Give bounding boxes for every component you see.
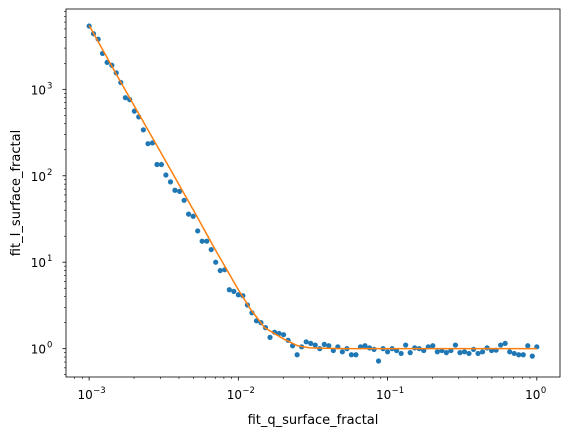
data-point xyxy=(475,350,481,357)
x-tick-label: 10 xyxy=(227,388,242,402)
data-point xyxy=(502,340,508,347)
data-point xyxy=(231,288,237,294)
data-point xyxy=(430,343,436,349)
y-tick-label: 10 xyxy=(31,83,46,97)
data-point xyxy=(163,172,169,178)
x-axis-label: fit_q_surface_fractal xyxy=(248,413,379,428)
data-point xyxy=(398,350,404,357)
data-point xyxy=(498,342,504,348)
plot-area xyxy=(86,23,540,364)
data-point xyxy=(443,350,449,356)
data-point xyxy=(303,339,309,345)
data-point xyxy=(172,187,178,193)
data-point xyxy=(461,349,468,355)
data-point xyxy=(154,161,160,168)
x-tick-label: 10 xyxy=(376,388,391,402)
data-point xyxy=(452,342,459,348)
data-point xyxy=(516,352,522,358)
data-point xyxy=(213,259,219,265)
data-point xyxy=(181,197,187,203)
data-point xyxy=(353,352,359,358)
data-point xyxy=(145,141,151,147)
data-point xyxy=(384,349,391,355)
x-axis: 10 −3 10 −2 10 −1 10 0 xyxy=(74,377,546,402)
data-point xyxy=(520,352,526,358)
data-point xyxy=(407,350,413,356)
data-point xyxy=(204,238,210,244)
y-tick-exponent: 1 xyxy=(47,254,52,264)
data-point xyxy=(190,213,196,219)
data-point xyxy=(199,238,205,244)
data-point xyxy=(529,353,535,359)
data-point xyxy=(457,350,463,356)
data-point xyxy=(308,340,314,347)
data-point xyxy=(348,352,354,358)
x-tick-exponent: 0 xyxy=(541,386,546,396)
fit-line xyxy=(88,24,537,350)
y-tick-label: 10 xyxy=(31,170,46,184)
x-tick-label: 10 xyxy=(525,388,540,402)
data-point xyxy=(330,347,336,354)
x-tick-exponent: −1 xyxy=(392,386,405,396)
data-point xyxy=(267,334,273,340)
y-tick-exponent: 2 xyxy=(47,168,52,178)
data-point xyxy=(479,349,486,355)
y-tick-exponent: 3 xyxy=(47,81,52,91)
data-point xyxy=(403,342,409,348)
y-tick-exponent: 0 xyxy=(47,341,52,351)
data-point xyxy=(434,349,440,355)
data-point xyxy=(321,341,327,347)
data-point xyxy=(375,358,382,364)
data-point xyxy=(280,332,287,338)
data-point xyxy=(158,161,164,168)
data-point xyxy=(525,343,531,349)
data-point xyxy=(140,127,146,133)
data-point xyxy=(122,95,128,101)
data-point xyxy=(326,343,332,349)
data-point xyxy=(466,350,472,357)
data-point xyxy=(208,246,214,253)
y-tick-label: 10 xyxy=(31,256,46,270)
x-tick-exponent: −3 xyxy=(93,386,106,396)
data-point xyxy=(312,342,318,348)
data-point xyxy=(511,350,517,357)
data-point xyxy=(177,188,183,194)
data-point xyxy=(507,349,513,355)
data-point xyxy=(185,211,192,217)
plot-frame xyxy=(65,8,561,378)
x-tick-exponent: −2 xyxy=(242,386,255,396)
data-point xyxy=(226,287,232,293)
data-point xyxy=(217,267,223,274)
y-tick-label: 10 xyxy=(31,343,46,357)
data-point xyxy=(195,228,201,234)
data-point xyxy=(167,179,174,185)
data-point xyxy=(235,292,241,298)
data-point xyxy=(294,352,300,358)
y-axis-label: fit_I_surface_fractal xyxy=(9,130,24,256)
x-tick-label: 10 xyxy=(77,388,92,402)
data-point xyxy=(362,343,368,349)
data-point xyxy=(339,349,345,355)
